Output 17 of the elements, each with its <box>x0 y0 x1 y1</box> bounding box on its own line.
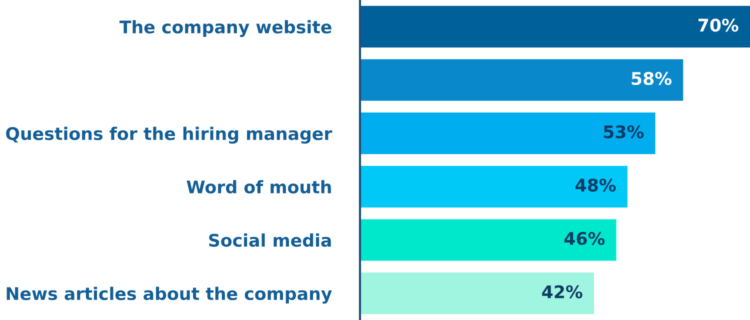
y-tick-label: Word of mouth <box>186 180 331 194</box>
y-tick-label: The company website <box>120 20 332 38</box>
data-label: 42% <box>542 285 582 298</box>
bar <box>360 166 628 208</box>
data-label: 53% <box>604 125 644 138</box>
data-label: 46% <box>564 232 605 246</box>
bar <box>360 112 656 154</box>
y-tick-label: Questions for the hiring manager <box>6 126 332 144</box>
y-tick-label: News articles about the company <box>6 286 332 304</box>
bar <box>360 59 684 101</box>
data-label: 48% <box>576 178 616 192</box>
bar <box>360 219 616 261</box>
y-tick-label: Social media <box>209 233 331 247</box>
bar <box>360 272 594 314</box>
data-label: 70% <box>698 18 738 32</box>
data-label: 58% <box>632 72 672 86</box>
bar <box>360 6 750 48</box>
